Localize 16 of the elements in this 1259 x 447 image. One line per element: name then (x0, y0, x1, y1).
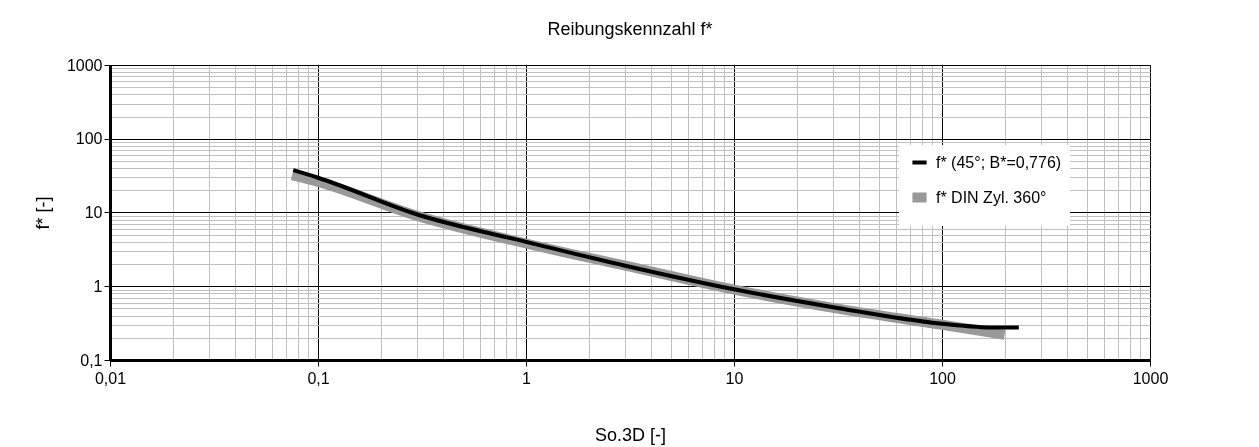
x-tick-label: 0,1 (307, 369, 330, 387)
x-tick-label: 10 (725, 369, 744, 387)
x-axis-title: So.3D [-] (594, 424, 667, 445)
y-tick-label: 1 (93, 277, 103, 295)
y-tick-label: 0,1 (80, 351, 103, 369)
y-tick-label: 10 (84, 204, 103, 221)
y-axis-title: f* [-] (32, 196, 53, 230)
x-tick-label: 0,01 (94, 369, 127, 387)
y-tick-label: 1000 (66, 56, 103, 74)
x-tick-label: 100 (929, 369, 956, 387)
legend-label: f* DIN Zyl. 360° (936, 188, 1047, 206)
x-tick-label: 1000 (1132, 369, 1169, 387)
x-tick-label: 1 (522, 369, 532, 387)
legend-label: f* (45°; B*=0,776) (936, 153, 1062, 171)
chart-title: Reibungskennzahl f* (547, 19, 713, 39)
y-tick-label: 100 (75, 130, 103, 148)
